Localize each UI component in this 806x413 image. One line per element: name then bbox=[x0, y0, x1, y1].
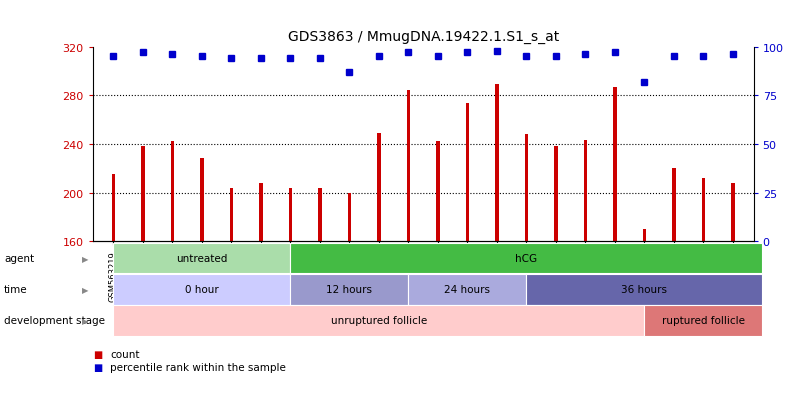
Bar bbox=[495, 85, 499, 242]
Text: ■: ■ bbox=[93, 349, 102, 359]
Text: ruptured follicle: ruptured follicle bbox=[662, 316, 745, 326]
Bar bbox=[642, 230, 646, 242]
Text: ▶: ▶ bbox=[82, 285, 89, 294]
Text: 36 hours: 36 hours bbox=[621, 285, 667, 295]
Bar bbox=[318, 188, 322, 242]
Bar bbox=[230, 188, 233, 242]
Text: 0 hour: 0 hour bbox=[185, 285, 218, 295]
Text: ▶: ▶ bbox=[82, 316, 89, 325]
Bar bbox=[525, 135, 528, 242]
Bar bbox=[377, 134, 380, 242]
Bar bbox=[259, 183, 263, 242]
Bar bbox=[613, 88, 617, 242]
Text: ▶: ▶ bbox=[82, 254, 89, 263]
Text: agent: agent bbox=[4, 254, 34, 264]
Bar bbox=[672, 169, 675, 242]
Title: GDS3863 / MmugDNA.19422.1.S1_s_at: GDS3863 / MmugDNA.19422.1.S1_s_at bbox=[288, 30, 559, 44]
Bar bbox=[171, 142, 174, 242]
Bar bbox=[466, 103, 469, 242]
Bar bbox=[289, 188, 292, 242]
Bar bbox=[407, 91, 410, 242]
Text: count: count bbox=[110, 349, 140, 359]
Text: ■: ■ bbox=[93, 362, 102, 372]
Text: development stage: development stage bbox=[4, 316, 105, 326]
Bar bbox=[702, 178, 705, 242]
Text: 24 hours: 24 hours bbox=[444, 285, 490, 295]
Text: hCG: hCG bbox=[515, 254, 538, 264]
Text: untreated: untreated bbox=[177, 254, 227, 264]
Bar bbox=[141, 147, 144, 242]
Text: unruptured follicle: unruptured follicle bbox=[330, 316, 427, 326]
Text: percentile rank within the sample: percentile rank within the sample bbox=[110, 362, 286, 372]
Bar bbox=[111, 175, 115, 242]
Bar bbox=[555, 147, 558, 242]
Bar bbox=[347, 193, 351, 242]
Bar bbox=[731, 183, 735, 242]
Bar bbox=[584, 141, 588, 242]
Bar bbox=[200, 159, 204, 242]
Text: 12 hours: 12 hours bbox=[326, 285, 372, 295]
Bar bbox=[436, 142, 440, 242]
Text: time: time bbox=[4, 285, 27, 295]
